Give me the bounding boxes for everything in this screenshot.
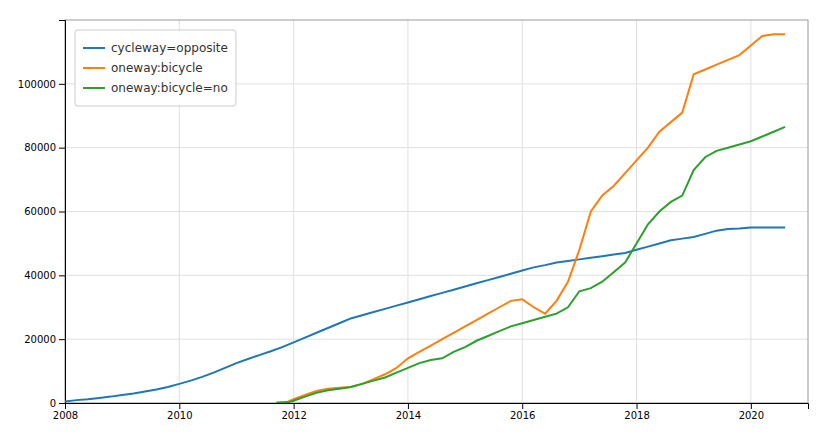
tick-mark <box>59 403 65 404</box>
tick-mark <box>59 84 65 85</box>
legend-item: cycleway=opposite <box>83 41 228 55</box>
tick: 2016 <box>510 403 535 421</box>
axis-line <box>59 21 66 404</box>
tick-label: 2016 <box>510 410 535 421</box>
tick: 20000 <box>24 334 65 345</box>
plot: 2008 2010 2012 2014 2016 2018 2020 0 20000 40000 6… <box>18 20 809 421</box>
tick: 2010 <box>167 403 192 421</box>
series-group <box>65 34 785 402</box>
tick-mark <box>59 212 65 213</box>
axis-line <box>66 404 809 410</box>
tick-label: 2018 <box>624 410 649 421</box>
tick-mark <box>751 403 752 409</box>
plot-frame <box>65 20 808 403</box>
x-axis: 2008 2010 2012 2014 2016 2018 2020 <box>53 403 809 421</box>
tick: 0 <box>50 398 65 409</box>
tick-mark <box>59 148 65 149</box>
grid-line-y <box>65 339 808 340</box>
legend-box <box>75 30 236 106</box>
y-axis: 0 20000 40000 60000 80000 100000 <box>18 21 66 409</box>
grid <box>65 20 808 403</box>
legend: cycleway=opposite oneway:bicycle oneway:bi… <box>75 30 236 106</box>
tick-label: 2010 <box>167 410 192 421</box>
tick-label: 100000 <box>18 79 56 90</box>
legend-label: cycleway=opposite <box>111 41 228 55</box>
tick: 80000 <box>24 142 65 153</box>
tick-mark <box>637 403 638 409</box>
tick-mark <box>294 403 295 409</box>
grid-line-y <box>65 275 808 276</box>
tick-mark <box>179 403 180 409</box>
tick-label: 60000 <box>24 206 56 217</box>
tick-label: 2020 <box>739 410 764 421</box>
tick-label: 40000 <box>24 270 56 281</box>
tick: 40000 <box>24 270 65 281</box>
tick-label: 0 <box>50 398 56 409</box>
tick: 100000 <box>18 79 65 90</box>
legend-label: oneway:bicycle=no <box>111 81 228 95</box>
series-line <box>65 227 785 401</box>
tick-mark <box>408 403 409 409</box>
legend-item: oneway:bicycle <box>83 61 203 75</box>
tick: 60000 <box>24 206 65 217</box>
tick: 2018 <box>624 403 649 421</box>
tick-label: 20000 <box>24 334 56 345</box>
grid-line-y <box>65 147 808 148</box>
tick-mark <box>59 339 65 340</box>
tick-label: 2008 <box>53 410 78 421</box>
tick-label: 2012 <box>281 410 306 421</box>
grid-line-y <box>65 211 808 212</box>
tick: 2012 <box>281 403 306 421</box>
series-line <box>276 127 785 403</box>
legend-item: oneway:bicycle=no <box>83 81 228 95</box>
tick: 2008 <box>53 403 78 421</box>
legend-label: oneway:bicycle <box>111 61 203 75</box>
tick: 2020 <box>739 403 764 421</box>
tick-label: 2014 <box>396 410 421 421</box>
legend-swatch <box>83 67 105 69</box>
series-line <box>276 34 785 402</box>
legend-swatch <box>83 87 105 89</box>
tick-mark <box>59 275 65 276</box>
tick-label: 80000 <box>24 142 56 153</box>
tick: 2014 <box>396 403 421 421</box>
tick-mark <box>522 403 523 409</box>
legend-swatch <box>83 47 105 49</box>
chart: 2008 2010 2012 2014 2016 2018 2020 0 20000 40000 6… <box>0 0 833 438</box>
